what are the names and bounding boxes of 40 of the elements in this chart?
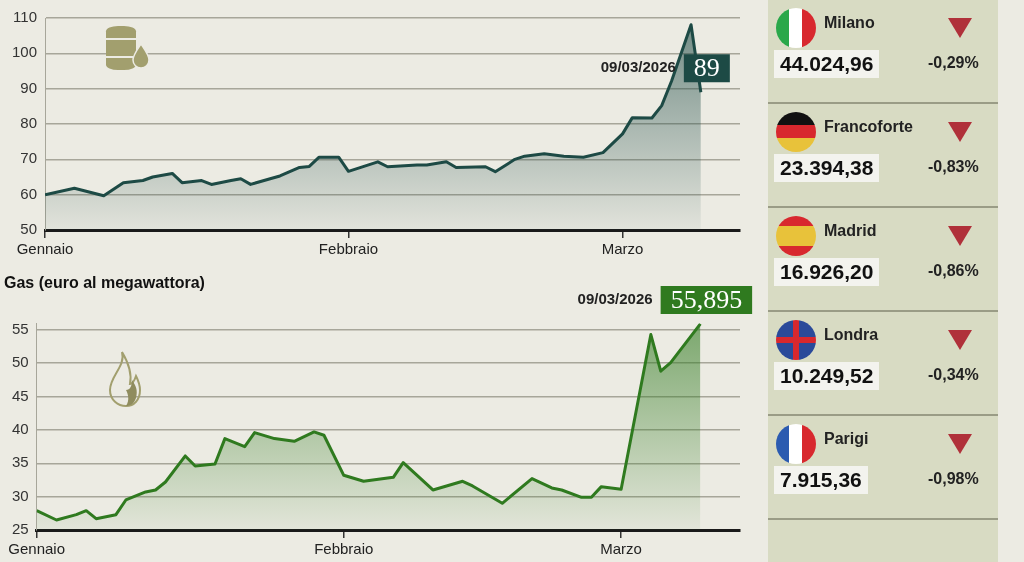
text: 10.249,52 (774, 362, 880, 390)
y-tick-label: 40 (12, 420, 29, 438)
annotation: 55,895 (670, 284, 743, 314)
y-tick-label: 45 (12, 386, 29, 404)
text: Milano (824, 14, 875, 32)
y-tick-label: 30 (12, 486, 29, 504)
y-tick-label: 70 (20, 149, 38, 167)
text: Londra (824, 326, 879, 344)
text: -0,29% (928, 54, 979, 72)
x-tick-label: Gennaio (16, 240, 74, 258)
x-tick-label: Gennaio (8, 540, 66, 558)
text: 7.915,36 (774, 466, 868, 494)
y-tick-label: 50 (12, 353, 29, 371)
y-tick-label: 25 (12, 520, 29, 538)
text: -0,86% (928, 262, 979, 280)
x-tick-label: Marzo (600, 540, 642, 558)
y-tick-label: 80 (20, 114, 38, 132)
text: 16.926,20 (774, 258, 880, 286)
text: 23.394,38 (774, 154, 880, 182)
y-tick-label: 110 (13, 8, 38, 26)
annotation: 09/03/2026 (600, 58, 676, 76)
chart-title: Gas (euro al megawattora) (4, 274, 205, 292)
x-tick-label: Febbraio (318, 240, 379, 258)
x-tick-label: Marzo (601, 240, 644, 258)
x-tick-label: Febbraio (314, 540, 374, 558)
text: 09/03/2026 (577, 290, 653, 308)
annotation: 89 (693, 53, 720, 83)
y-tick-label: 55 (12, 320, 29, 338)
text: Madrid (824, 222, 877, 240)
text: -0,83% (928, 158, 979, 176)
text: Parigi (824, 430, 869, 448)
y-tick-label: 100 (12, 43, 38, 61)
y-tick-label: 90 (20, 78, 38, 96)
y-tick-label: 35 (12, 453, 29, 471)
text: Francoforte (824, 118, 913, 136)
text: -0,98% (928, 470, 979, 488)
text: 44.024,96 (774, 50, 880, 78)
text: -0,34% (928, 366, 979, 384)
y-tick-label: 60 (20, 184, 38, 202)
y-tick-label: 50 (20, 220, 38, 238)
